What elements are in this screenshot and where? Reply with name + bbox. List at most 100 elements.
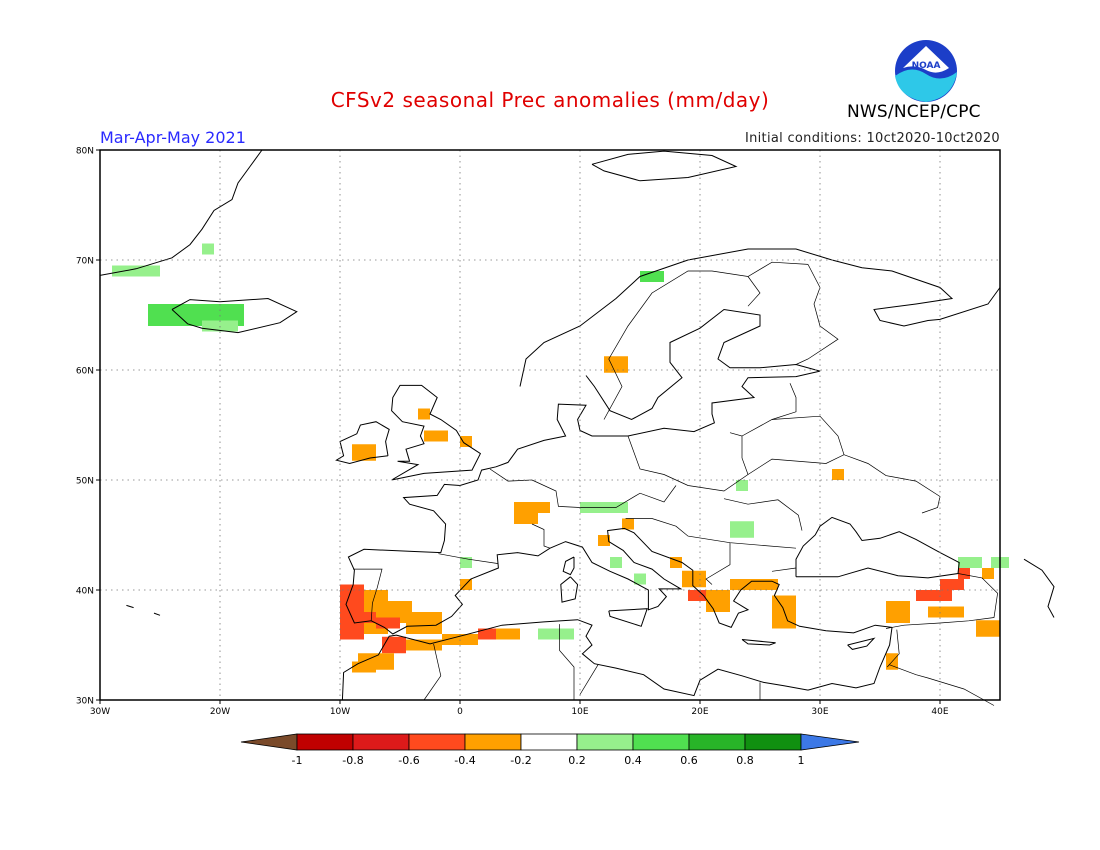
longitude-tick-label: 0 <box>457 707 463 717</box>
anomaly-cell <box>514 513 538 524</box>
country-border <box>747 276 761 307</box>
colorbar-legend: -1 -0.8 -0.6 -0.4 -0.2 0.2 0.4 0.6 0.8 1 <box>240 733 860 767</box>
latitude-tick-label: 80N <box>76 147 94 157</box>
country-border <box>423 643 442 701</box>
anomaly-cell <box>736 480 748 491</box>
coastline <box>560 576 579 603</box>
latitude-tick-label: 70N <box>76 257 94 267</box>
anomaly-cell <box>598 535 610 546</box>
anomaly-cell <box>622 518 634 530</box>
anomaly-cell <box>112 265 160 277</box>
anomaly-cell <box>424 430 448 442</box>
country-border <box>531 523 551 549</box>
colorbar-label: -0.2 <box>510 754 531 767</box>
country-border <box>795 264 839 365</box>
longitude-tick-labels: 30W 20W 10W 0 10E 20E 30E 40E <box>90 700 949 717</box>
colorbar-box <box>688 733 746 751</box>
longitude-tick-label: 10W <box>330 707 350 717</box>
svg-text:NOAA: NOAA <box>912 61 941 71</box>
anomaly-cell <box>706 590 730 612</box>
colorbar-label: -0.8 <box>342 754 363 767</box>
colorbar-label: 1 <box>798 754 805 767</box>
latitude-tick-label: 60N <box>76 367 94 377</box>
country-border <box>579 664 599 695</box>
anomaly-cell <box>958 557 982 568</box>
coastline <box>562 556 575 576</box>
country-border <box>771 567 797 572</box>
country-border <box>625 518 797 549</box>
colorbar-label: 0.4 <box>624 754 642 767</box>
initial-conditions-label: Initial conditions: 10ct2020-10ct2020 <box>744 131 1000 146</box>
colorbar-box <box>408 733 466 751</box>
anomaly-cell <box>976 620 1000 637</box>
anomaly-cell <box>682 570 706 588</box>
anomaly-cell <box>514 502 550 513</box>
anomaly-cell <box>406 639 442 651</box>
anomaly-cell <box>382 636 406 654</box>
latitude-tick-label: 30N <box>76 697 94 707</box>
colorbar-box <box>352 733 410 751</box>
colorbar-box <box>744 733 802 751</box>
coastline <box>341 619 809 701</box>
longitude-tick-label: 30W <box>90 707 110 717</box>
anomaly-cell <box>352 661 376 673</box>
coastline <box>345 370 893 691</box>
anomaly-cell <box>730 579 778 590</box>
colorbar-box <box>632 733 690 751</box>
longitude-tick-label: 20W <box>210 707 230 717</box>
coastline <box>335 421 390 465</box>
anomaly-cell <box>958 568 970 579</box>
coastline <box>171 297 298 334</box>
latitude-tick-label: 50N <box>76 477 94 487</box>
chart-title: CFSv2 seasonal Prec anomalies (mm/day) <box>330 88 770 112</box>
anomaly-cell <box>478 628 502 640</box>
anomaly-cell <box>496 628 520 640</box>
country-border <box>747 454 941 514</box>
longitude-tick-label: 30E <box>811 707 828 717</box>
coastline <box>847 637 876 650</box>
colorbar-box <box>576 733 634 751</box>
country-border <box>438 553 499 564</box>
anomaly-cell <box>730 521 754 538</box>
anomaly-cell <box>670 557 682 568</box>
anomaly-cell <box>916 590 952 601</box>
anomaly-cell <box>634 573 646 585</box>
anomaly-cells <box>112 243 1009 673</box>
country-border <box>627 432 749 492</box>
country-border <box>889 664 995 706</box>
country-border <box>603 261 809 420</box>
colorbar-arrow-right <box>800 733 860 751</box>
grid-lines <box>100 150 1000 700</box>
anomaly-cell <box>352 612 376 623</box>
country-border <box>741 383 797 437</box>
coastline <box>585 308 821 421</box>
country-border <box>885 573 998 629</box>
colorbar-label: 0.6 <box>680 754 698 767</box>
colorbar-label: -0.4 <box>454 754 475 767</box>
coastlines <box>99 149 1055 706</box>
anomaly-cell <box>460 557 472 568</box>
coastline <box>126 604 134 609</box>
coastline <box>391 384 482 481</box>
longitude-tick-label: 10E <box>571 707 588 717</box>
latitude-tick-label: 40N <box>76 587 94 597</box>
coastline <box>591 150 738 182</box>
coastline <box>519 248 1001 387</box>
anomaly-cell <box>406 612 442 634</box>
anomaly-cell <box>604 356 628 373</box>
colorbar-label: 0.2 <box>568 754 586 767</box>
anomaly-cell <box>418 408 430 420</box>
longitude-tick-label: 20E <box>691 707 708 717</box>
noaa-logo-icon: NOAA <box>895 40 957 102</box>
latitude-tick-labels: 80N 70N 60N 50N 40N 30N <box>76 147 100 707</box>
anomaly-cell <box>940 579 964 590</box>
colorbar-box <box>464 733 522 751</box>
country-border <box>353 568 383 621</box>
coastline <box>741 639 776 646</box>
anomaly-cell <box>352 444 376 461</box>
anomaly-cell <box>538 628 574 640</box>
longitude-tick-label: 40E <box>931 707 948 717</box>
coastline <box>608 608 648 627</box>
country-border <box>886 629 900 668</box>
colorbar-label: 0.8 <box>736 754 754 767</box>
